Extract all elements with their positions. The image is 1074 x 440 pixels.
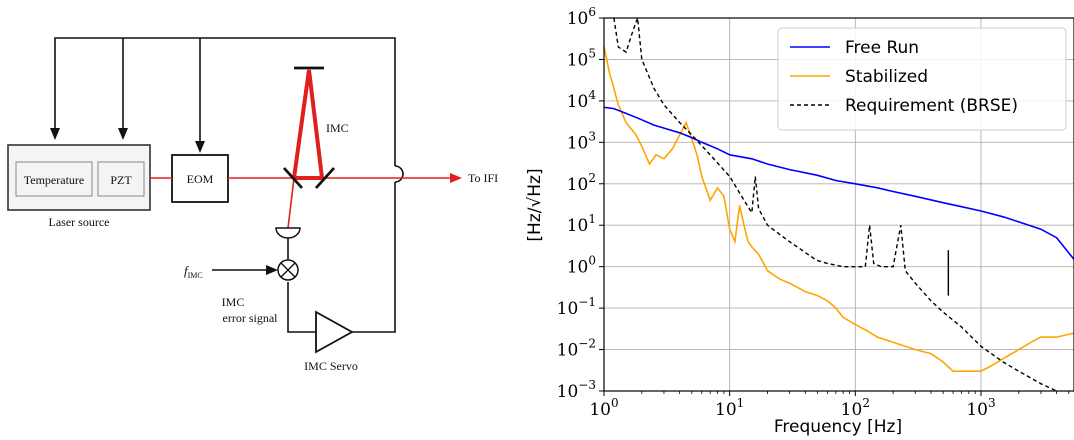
temperature-box: [15, 161, 93, 197]
block-diagram: Temperature PZT Laser source EOM IMC To …: [7, 37, 498, 373]
beam-reflection-down: [287, 177, 295, 229]
y-tick-label: 105: [567, 46, 596, 70]
series-stabilized-line: [603, 46, 1074, 373]
arrowhead-f-imc: [266, 265, 278, 275]
y-axis-label: [Hz/√Hz]: [525, 168, 545, 241]
y-tick-label: 10−1: [557, 295, 596, 319]
servo-return-line: [352, 182, 396, 333]
y-tick-label: 101: [567, 212, 596, 236]
y-tick-base: 10: [567, 258, 589, 278]
pzt-box: [97, 161, 145, 197]
y-tick-base: 10: [557, 341, 579, 361]
y-tick-exponent: −3: [578, 378, 596, 392]
plot-frame: [603, 17, 1074, 392]
series-requirement-line: [613, 17, 1057, 392]
to-ifi-label: To IFI: [468, 171, 498, 185]
imc-output-mirror: [314, 167, 336, 189]
feedback-bus-line: [54, 37, 396, 166]
x-axis-label: Frequency [Hz]: [774, 417, 902, 437]
x-tick-base: 10: [589, 400, 611, 420]
x-tick-exponent: 0: [611, 396, 619, 410]
error-signal-label-2: error signal: [223, 311, 279, 325]
y-tick-exponent: −2: [578, 337, 596, 351]
x-tick-label: 103: [966, 396, 995, 420]
x-tick-label: 100: [589, 396, 618, 420]
x-tick-label: 101: [715, 396, 744, 420]
imc-label: IMC: [326, 121, 349, 135]
y-tick-label: 106: [567, 5, 596, 29]
imc-servo-label: IMC Servo: [304, 359, 358, 373]
temperature-label: Temperature: [24, 173, 84, 187]
f-imc-main: f: [184, 263, 190, 278]
x-tick-exponent: 2: [862, 396, 870, 410]
y-tick-exponent: 2: [588, 171, 596, 185]
arrowhead-pzt: [118, 128, 128, 140]
legend-label-requirement: Requirement (BRSE): [845, 96, 1018, 116]
y-tick-label: 103: [567, 129, 596, 153]
x-tick-base: 10: [966, 400, 988, 420]
y-tick-exponent: −1: [578, 295, 596, 309]
pzt-label: PZT: [110, 173, 132, 187]
y-tick-label: 10−3: [557, 378, 596, 402]
y-tick-base: 10: [567, 50, 589, 70]
error-signal-label-1: IMC: [222, 295, 245, 309]
y-tick-exponent: 6: [588, 5, 596, 19]
y-tick-label: 10−2: [557, 337, 596, 361]
y-tick-base: 10: [567, 133, 589, 153]
mixer-icon: [277, 259, 299, 281]
y-tick-exponent: 5: [588, 46, 596, 60]
y-tick-base: 10: [567, 9, 589, 29]
y-tick-base: 10: [567, 175, 589, 195]
legend-box: [777, 27, 1067, 131]
error-signal-line: [287, 282, 316, 333]
x-tick-label: 102: [841, 396, 870, 420]
legend-label-free-run: Free Run: [845, 38, 919, 58]
arrowhead-temperature: [50, 128, 60, 140]
y-tick-exponent: 3: [588, 129, 596, 143]
y-tick-label: 102: [567, 171, 596, 195]
imc-triangle-beam: [292, 69, 325, 180]
y-tick-exponent: 4: [588, 88, 596, 102]
x-tick-exponent: 1: [737, 396, 745, 410]
y-tick-exponent: 1: [588, 212, 596, 226]
legend-label-stabilized: Stabilized: [845, 67, 928, 87]
arrowhead-eom: [195, 141, 205, 153]
x-tick-exponent: 3: [988, 396, 996, 410]
wire-hop: [394, 165, 404, 183]
x-tick-base: 10: [715, 400, 737, 420]
y-tick-base: 10: [557, 299, 579, 319]
series-free-run-line: [603, 106, 1074, 260]
y-tick-base: 10: [567, 216, 589, 236]
y-tick-label: 104: [567, 88, 597, 112]
eom-label: EOM: [187, 172, 214, 186]
y-tick-exponent: 0: [588, 254, 596, 268]
y-tick-base: 10: [567, 92, 589, 112]
photodiode-icon: [275, 227, 301, 239]
laser-source-label: Laser source: [49, 215, 110, 229]
legend: Free Run Stabilized Requirement (BRSE): [777, 27, 1067, 131]
y-tick-base: 10: [557, 382, 579, 402]
imc-input-mirror: [282, 167, 304, 189]
x-tick-base: 10: [841, 400, 863, 420]
beam-arrowhead: [450, 173, 462, 183]
imc-servo-amplifier-icon: [315, 310, 354, 354]
y-tick-label: 100: [567, 254, 596, 278]
f-imc-sub: IMC: [188, 271, 203, 280]
f-imc-label: fIMC: [184, 263, 203, 280]
